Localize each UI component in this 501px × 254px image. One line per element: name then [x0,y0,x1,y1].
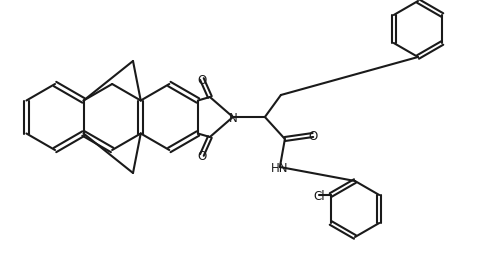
Text: O: O [308,129,318,142]
Text: O: O [197,73,206,86]
Text: Cl: Cl [313,189,325,202]
Text: HN: HN [271,161,289,174]
Text: N: N [228,111,237,124]
Text: O: O [197,149,206,162]
